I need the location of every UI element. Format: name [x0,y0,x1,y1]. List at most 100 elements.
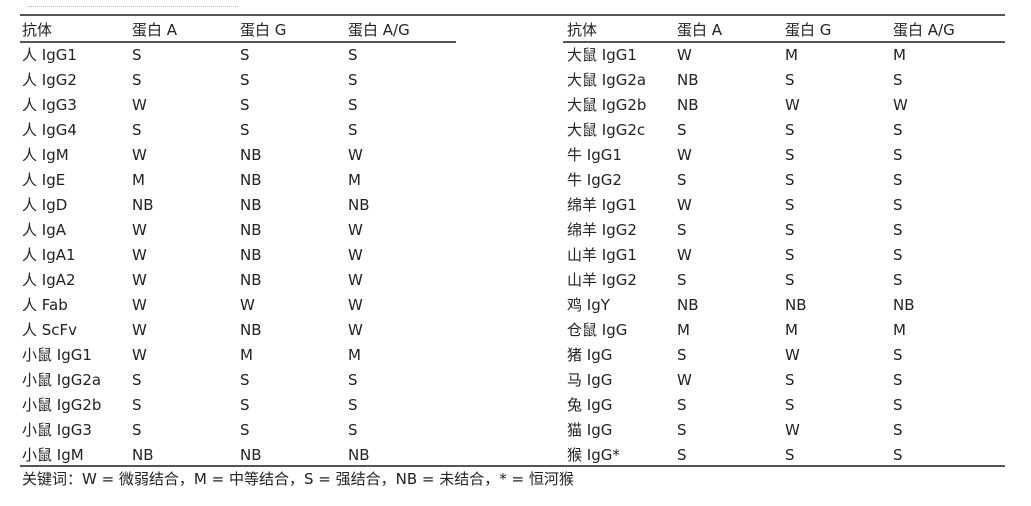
antibody-cell: 小鼠 IgM [22,446,84,464]
binding-cell: S [240,421,250,439]
binding-cell: S [348,371,358,389]
table-row: 绵羊 IgG2 S S S [567,218,1007,243]
binding-cell: S [785,196,795,214]
table-row: 人 IgG4 S S S [22,118,462,143]
binding-cell: W [677,371,692,389]
table-row: 人 ScFv W NB W [22,318,462,343]
table-row: 小鼠 IgG2a S S S [22,368,462,393]
antibody-cell: 人 IgA [22,221,66,239]
binding-cell: 蛋白 G [785,21,832,39]
binding-cell: S [893,71,903,89]
binding-cell: S [785,371,795,389]
binding-cell: NB [677,71,699,89]
binding-cell: S [893,346,903,364]
binding-cell: S [240,121,250,139]
antibody-cell: 山羊 IgG2 [567,271,637,289]
table-row: 马 IgG W S S [567,368,1007,393]
binding-cell: 蛋白 A [677,21,723,39]
binding-cell: M [893,321,906,339]
binding-cell: S [240,371,250,389]
binding-cell: 蛋白 A [132,21,178,39]
table-row: 山羊 IgG2 S S S [567,268,1007,293]
antibody-cell: 仓鼠 IgG [567,321,628,339]
antibody-cell: 大鼠 IgG2c [567,121,646,139]
binding-cell: M [893,46,906,64]
table-row: 小鼠 IgG2b S S S [22,393,462,418]
binding-cell: W [677,246,692,264]
binding-cell: W [893,96,908,114]
binding-cell: S [240,71,250,89]
antibody-cell: 人 IgA2 [22,271,76,289]
binding-cell: S [348,396,358,414]
binding-cell: S [348,96,358,114]
binding-cell: NB [677,296,699,314]
antibody-cell: 小鼠 IgG2b [22,396,102,414]
binding-cell: W [132,271,147,289]
binding-cell: S [677,446,687,464]
binding-cell: S [785,171,795,189]
table-row: 人 IgG2 S S S [22,68,462,93]
binding-cell: W [785,96,800,114]
binding-cell: W [348,246,363,264]
table-row: 大鼠 IgG2b NB W W [567,93,1007,118]
binding-cell: NB [240,196,262,214]
antibody-cell: 猴 IgG* [567,446,620,464]
binding-cell: S [240,46,250,64]
antibody-cell: 人 IgG1 [22,46,77,64]
binding-cell: W [348,146,363,164]
binding-cell: S [677,271,687,289]
binding-cell: W [348,321,363,339]
table-row: 猪 IgG S W S [567,343,1007,368]
binding-cell: S [677,346,687,364]
table-row: 人 IgE M NB M [22,168,462,193]
binding-cell: S [677,171,687,189]
binding-cell: S [893,446,903,464]
binding-cell: S [348,71,358,89]
header-rule-right [563,41,1005,43]
binding-cell: NB [677,96,699,114]
binding-cell: 蛋白 G [240,21,287,39]
antibody-cell: 抗体 [567,21,598,39]
binding-cell: S [132,46,142,64]
antibody-cell: 大鼠 IgG2a [567,71,647,89]
binding-cell: M [348,171,361,189]
antibody-cell: 大鼠 IgG1 [567,46,637,64]
binding-cell: W [132,221,147,239]
antibody-cell: 马 IgG [567,371,613,389]
antibody-cell: 人 Fab [22,296,68,314]
antibody-cell: 牛 IgG1 [567,146,622,164]
antibody-cell: 山羊 IgG1 [567,246,637,264]
binding-cell: S [893,196,903,214]
binding-cell: NB [240,271,262,289]
binding-cell: M [348,346,361,364]
binding-cell: S [893,246,903,264]
binding-cell: S [893,371,903,389]
table-row: 人 IgM W NB W [22,143,462,168]
binding-cell: S [785,396,795,414]
table-row: 仓鼠 IgG M M M [567,318,1007,343]
table-row: 人 IgD NB NB NB [22,193,462,218]
binding-cell: NB [132,446,154,464]
binding-cell: S [677,121,687,139]
table-row: 人 IgA W NB W [22,218,462,243]
faded-caption [28,6,238,10]
binding-cell: W [132,146,147,164]
binding-cell: W [132,346,147,364]
binding-cell: S [677,421,687,439]
binding-cell: NB [240,246,262,264]
binding-cell: W [132,321,147,339]
binding-cell: W [348,221,363,239]
binding-cell: S [785,271,795,289]
table-row: 牛 IgG1 W S S [567,143,1007,168]
binding-cell: S [893,121,903,139]
binding-cell: S [132,371,142,389]
binding-cell: S [785,121,795,139]
antibody-cell: 人 ScFv [22,321,78,339]
binding-cell: W [348,271,363,289]
binding-cell: S [240,96,250,114]
antibody-cell: 人 IgE [22,171,66,189]
binding-cell: M [132,171,145,189]
table-row: 人 IgA1 W NB W [22,243,462,268]
binding-cell: NB [893,296,915,314]
antibody-cell: 人 IgA1 [22,246,76,264]
